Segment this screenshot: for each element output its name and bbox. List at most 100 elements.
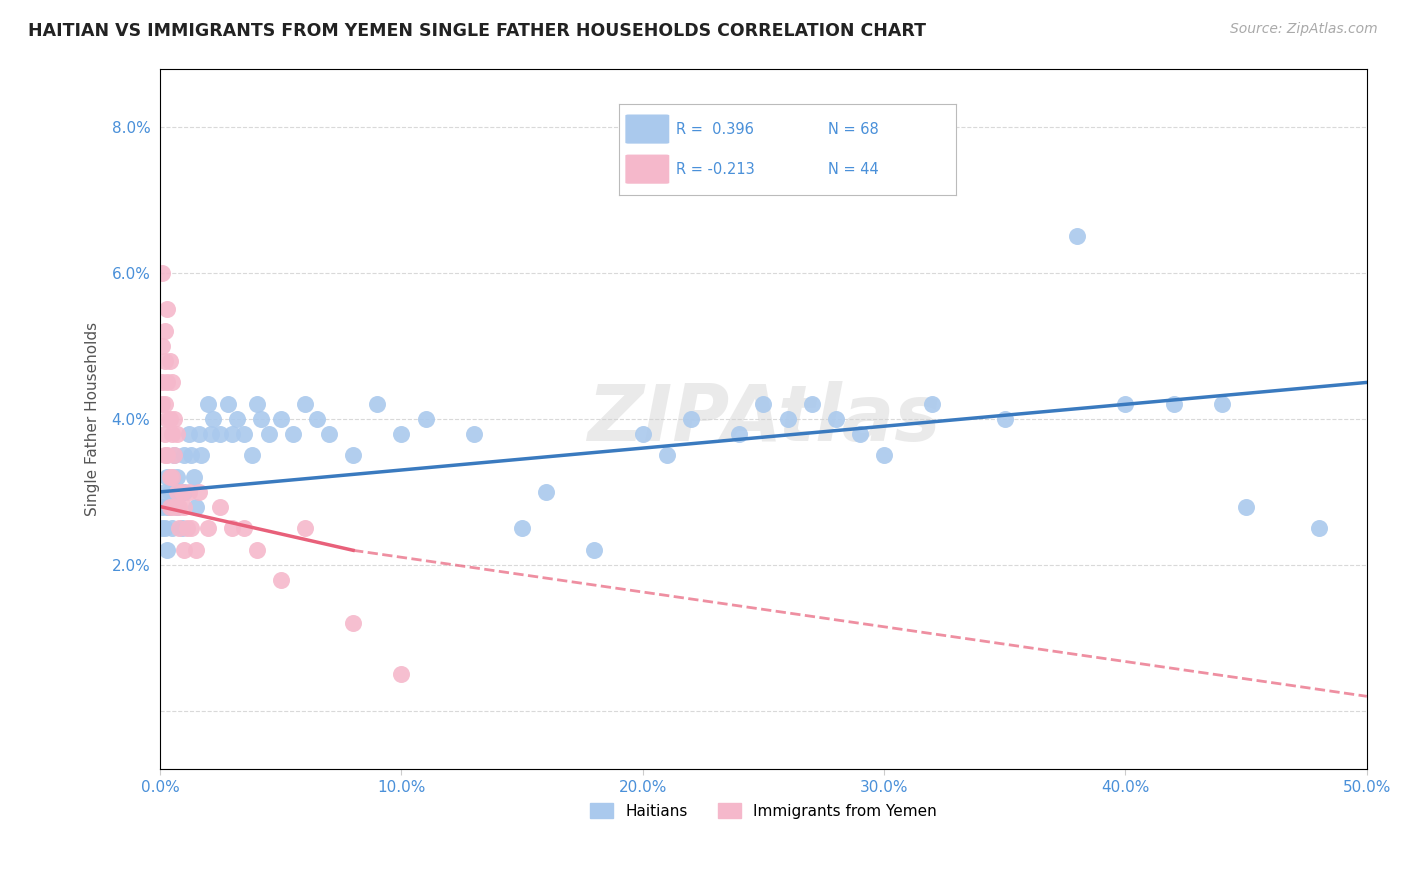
Point [166,426,188,441]
Point [153,353,176,368]
Point [187,484,209,499]
Point [186,543,208,558]
Point [190,449,212,463]
Point [583,543,606,558]
Point [160,470,183,484]
Point [679,412,702,426]
Point [152,500,174,514]
Point [156,543,179,558]
Point [156,376,179,390]
Text: HAITIAN VS IMMIGRANTS FROM YEMEN SINGLE FATHER HOUSEHOLDS CORRELATION CHART: HAITIAN VS IMMIGRANTS FROM YEMEN SINGLE … [28,22,927,40]
Point [245,543,267,558]
Point [217,397,239,411]
Point [159,484,181,499]
Point [163,412,186,426]
Point [156,412,179,426]
Point [510,521,533,535]
Point [177,484,200,499]
Point [294,397,316,411]
Point [342,449,364,463]
Point [463,426,485,441]
Point [163,500,186,514]
Point [170,484,193,499]
Point [728,426,751,441]
Text: ZIPAtlas: ZIPAtlas [586,381,941,457]
Point [534,484,557,499]
Point [153,521,176,535]
Point [163,484,186,499]
Point [153,484,176,499]
Point [169,521,191,535]
Point [166,484,188,499]
Legend: Haitians, Immigrants from Yemen: Haitians, Immigrants from Yemen [583,797,943,825]
Point [342,616,364,631]
Point [197,521,219,535]
Point [200,426,222,441]
Point [153,324,176,338]
Point [173,449,195,463]
Point [160,426,183,441]
Point [180,521,202,535]
Point [294,521,316,535]
Point [183,470,205,484]
Point [152,376,174,390]
Point [209,426,232,441]
Point [156,302,179,317]
Point [166,500,188,514]
Point [197,397,219,411]
Point [800,397,823,411]
Point [776,412,799,426]
Point [270,412,292,426]
Point [156,470,179,484]
Point [159,412,181,426]
Point [169,484,191,499]
Point [177,426,200,441]
Point [152,266,174,280]
Point [221,426,243,441]
Y-axis label: Single Father Households: Single Father Households [86,322,100,516]
Point [156,500,179,514]
Point [186,500,208,514]
Point [159,470,181,484]
Point [221,521,243,535]
Point [1066,229,1088,244]
Point [153,426,176,441]
Point [281,426,304,441]
Point [159,353,181,368]
Point [173,543,195,558]
Point [824,412,846,426]
Text: Source: ZipAtlas.com: Source: ZipAtlas.com [1230,22,1378,37]
Point [1308,521,1330,535]
Point [166,470,188,484]
Point [202,412,225,426]
Point [1211,397,1233,411]
Point [180,449,202,463]
Point [176,521,198,535]
Point [250,412,273,426]
Point [389,426,412,441]
Point [270,573,292,587]
Point [655,449,678,463]
Point [173,500,195,514]
Point [163,449,186,463]
Point [159,500,181,514]
Point [305,412,328,426]
Point [240,449,263,463]
Point [233,426,256,441]
Point [873,449,896,463]
Point [160,521,183,535]
Point [1163,397,1185,411]
Point [152,397,174,411]
Point [152,521,174,535]
Point [994,412,1017,426]
Point [160,470,183,484]
Point [233,521,256,535]
Point [159,500,181,514]
Point [631,426,654,441]
Point [170,521,193,535]
Point [921,397,943,411]
Point [849,426,872,441]
Point [187,426,209,441]
Point [1114,397,1136,411]
Point [169,500,191,514]
